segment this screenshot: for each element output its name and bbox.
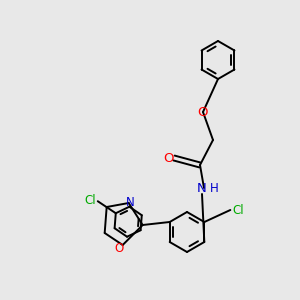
Text: N: N [126,196,135,208]
Text: N: N [197,182,207,194]
Text: O: O [198,106,208,118]
Text: O: O [163,152,173,164]
Text: Cl: Cl [84,194,96,207]
Text: Cl: Cl [232,203,244,217]
Text: H: H [210,182,218,196]
Text: O: O [114,242,123,256]
